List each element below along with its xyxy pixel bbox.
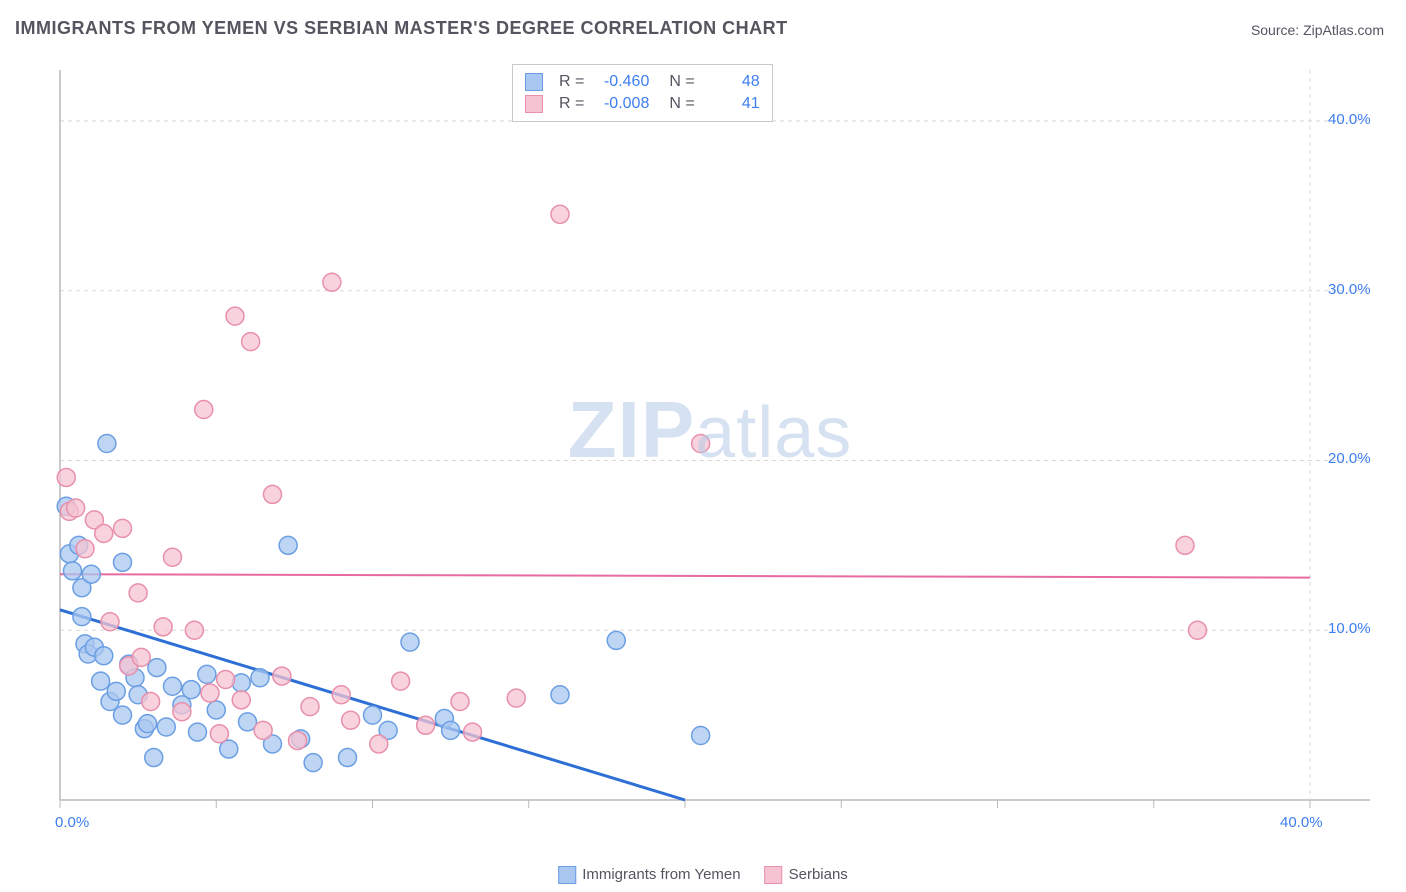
n-label: N = (669, 95, 694, 113)
r-label: R = (559, 73, 584, 91)
legend-row: R = -0.460 N = 48 (525, 71, 760, 93)
y-tick-label: 30.0% (1328, 281, 1371, 298)
legend-swatch (525, 73, 543, 91)
x-tick-label: 0.0% (55, 814, 89, 831)
legend-swatch (525, 95, 543, 113)
chart-container: IMMIGRANTS FROM YEMEN VS SERBIAN MASTER'… (0, 0, 1406, 892)
source-attribution: Source: ZipAtlas.com (1251, 22, 1384, 38)
n-label: N = (669, 73, 694, 91)
legend-item: Serbians (765, 866, 848, 884)
legend-row: R = -0.008 N = 41 (525, 93, 760, 115)
y-tick-label: 10.0% (1328, 620, 1371, 637)
legend-label: Serbians (789, 866, 848, 883)
y-tick-label: 20.0% (1328, 450, 1371, 467)
legend-swatch (558, 866, 576, 884)
scatter-plot (50, 60, 1370, 830)
chart-title: IMMIGRANTS FROM YEMEN VS SERBIAN MASTER'… (15, 18, 788, 39)
legend-label: Immigrants from Yemen (582, 866, 740, 883)
r-value: -0.460 (594, 73, 649, 91)
x-tick-label: 40.0% (1280, 814, 1323, 831)
chart-area: ZIPatlas R =-0.460N =48R =-0.008N =41 (50, 60, 1370, 830)
source-label: Source: (1251, 22, 1303, 38)
n-value: 41 (705, 95, 760, 113)
correlation-legend: R = -0.460 N = 48 R = -0.008 N = 41 (512, 64, 773, 122)
y-tick-label: 40.0% (1328, 111, 1371, 128)
n-value: 48 (705, 73, 760, 91)
legend-item: Immigrants from Yemen (558, 866, 740, 884)
r-value: -0.008 (594, 95, 649, 113)
series-legend: Immigrants from Yemen Serbians (558, 866, 848, 884)
r-label: R = (559, 95, 584, 113)
source-name: ZipAtlas.com (1303, 22, 1384, 38)
legend-swatch (765, 866, 783, 884)
